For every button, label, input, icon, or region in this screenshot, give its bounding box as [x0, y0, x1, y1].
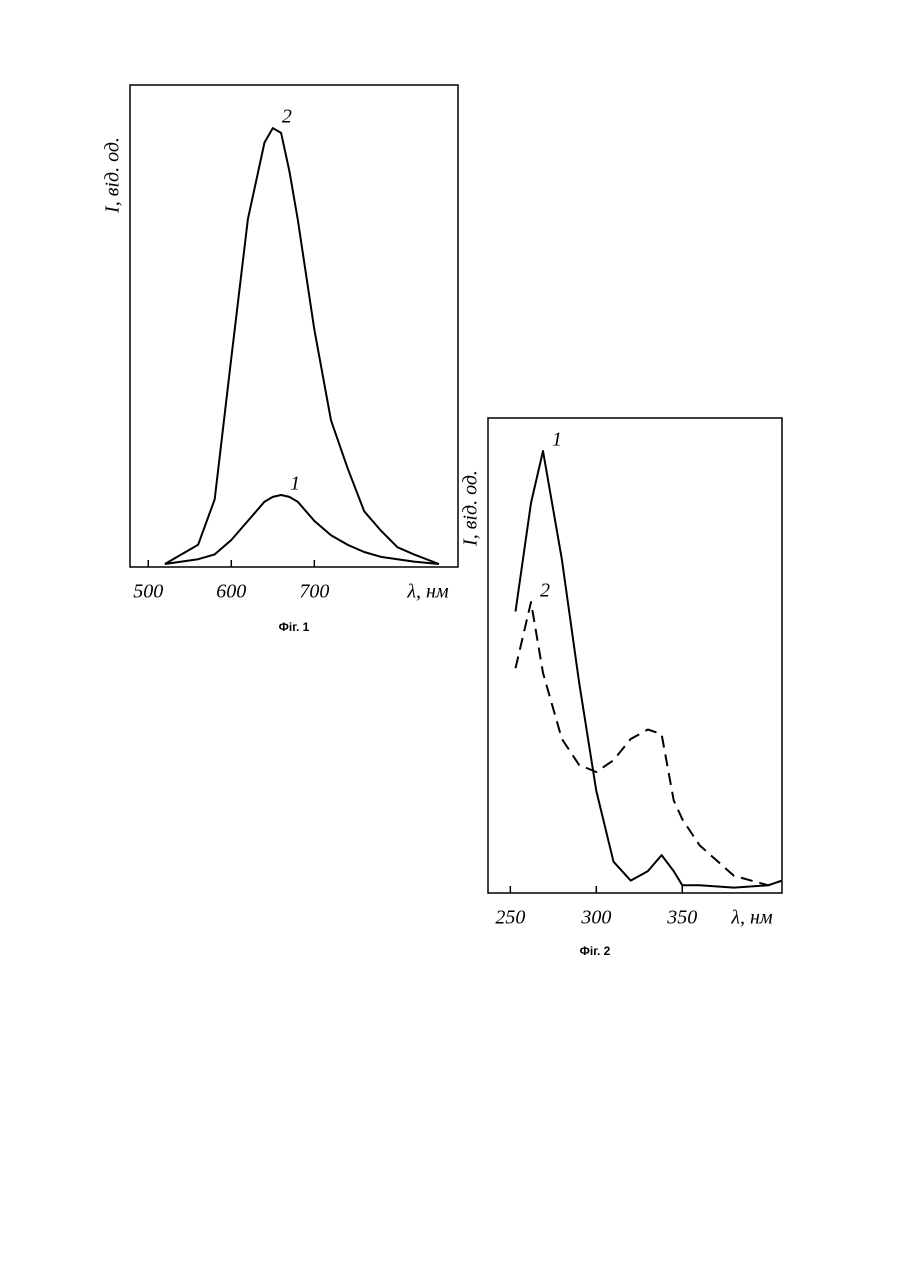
data-line — [516, 602, 783, 885]
x-tick-label: 300 — [580, 907, 611, 929]
series-label: 2 — [540, 580, 550, 602]
figure-caption: Фіг. 2 — [580, 944, 611, 958]
x-tick-label: 350 — [666, 907, 697, 929]
figure-caption: Фіг. 1 — [279, 620, 310, 634]
plot-frame — [488, 418, 782, 893]
x-tick-label: 600 — [216, 581, 246, 603]
series-label: 1 — [552, 429, 562, 451]
data-line — [516, 451, 783, 888]
page: 500 600 700 λ, нм I, від. од. Фіг. 1 1 2 250 300 3… — [0, 0, 901, 1273]
series-label: 2 — [282, 106, 292, 128]
x-tick-label: 500 — [133, 581, 163, 603]
series-label: 1 — [290, 473, 300, 495]
x-axis-label: λ, нм — [406, 581, 449, 603]
y-axis-label: I, від. од. — [460, 470, 482, 547]
data-line — [165, 495, 439, 564]
x-tick-label: 250 — [495, 907, 525, 929]
data-line — [165, 128, 439, 564]
x-axis-label: λ, нм — [730, 907, 773, 929]
page-canvas: 500 600 700 λ, нм I, від. од. Фіг. 1 1 2 250 300 3… — [0, 0, 901, 1273]
plot-frame — [130, 85, 458, 567]
y-axis-label: I, від. од. — [102, 137, 124, 214]
x-tick-label: 700 — [299, 581, 329, 603]
